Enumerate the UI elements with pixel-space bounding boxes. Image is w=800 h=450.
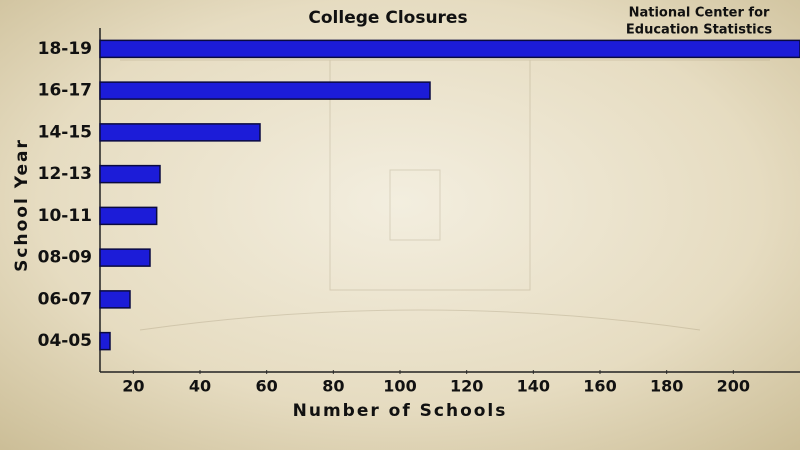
- x-axis-label: Number of Schools: [293, 401, 508, 421]
- x-tick-label: 160: [583, 377, 616, 396]
- y-tick-label: 08-09: [38, 248, 92, 268]
- x-tick-label: 20: [122, 377, 144, 396]
- x-tick-label: 60: [256, 377, 278, 396]
- bar: [99, 39, 800, 59]
- y-tick-label: 16-17: [38, 81, 92, 101]
- x-tick-label: 40: [189, 377, 211, 396]
- bar: [99, 248, 151, 267]
- source-line: National Center for: [629, 6, 770, 21]
- y-tick-label: 12-13: [38, 164, 92, 184]
- y-tick-label: 18-19: [38, 39, 92, 59]
- y-tick-label: 14-15: [38, 122, 92, 142]
- bar: [99, 81, 431, 100]
- source-line: Education Statistics: [626, 23, 772, 38]
- bar: [99, 290, 131, 309]
- y-axis-label: School Year: [12, 138, 32, 272]
- x-tick-label: 140: [517, 377, 550, 396]
- x-tick-label: 120: [450, 377, 483, 396]
- bar: [99, 164, 161, 184]
- x-tick-label: 80: [322, 377, 344, 396]
- bar: [99, 331, 111, 351]
- x-tick-label: 100: [383, 377, 416, 396]
- y-tick-label: 06-07: [38, 289, 92, 309]
- chart-title: College Closures: [308, 8, 467, 28]
- y-tick-label: 04-05: [38, 331, 92, 351]
- y-tick-label: 10-11: [38, 206, 92, 226]
- bar: [99, 206, 158, 226]
- bar: [99, 123, 261, 142]
- background-building: [120, 59, 770, 331]
- x-tick-label: 180: [650, 377, 683, 396]
- x-tick-label: 200: [717, 377, 750, 396]
